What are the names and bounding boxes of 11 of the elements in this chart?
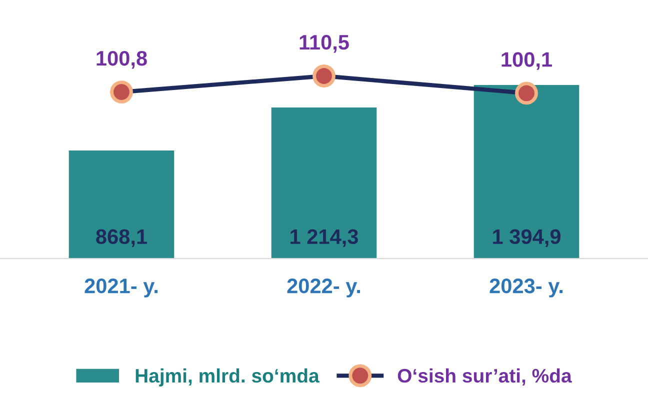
x-tick-label: 2023- y.: [490, 278, 563, 298]
data-label: 100,1: [502, 52, 552, 70]
data-label: 110,5: [300, 34, 349, 53]
x-tick-label: 2022- y.: [287, 278, 360, 298]
data-label: 1 394,9: [493, 229, 560, 248]
data-label: 1 214,3: [290, 229, 358, 248]
data-label: 868,1: [96, 229, 147, 248]
legend-label: O‘sish sur’ati, %da: [398, 368, 572, 386]
x-tick-label: 2021- y.: [84, 278, 158, 298]
legend-label: Hajmi, mlrd. so‘mda: [136, 368, 320, 386]
data-label: 100,8: [96, 50, 147, 69]
